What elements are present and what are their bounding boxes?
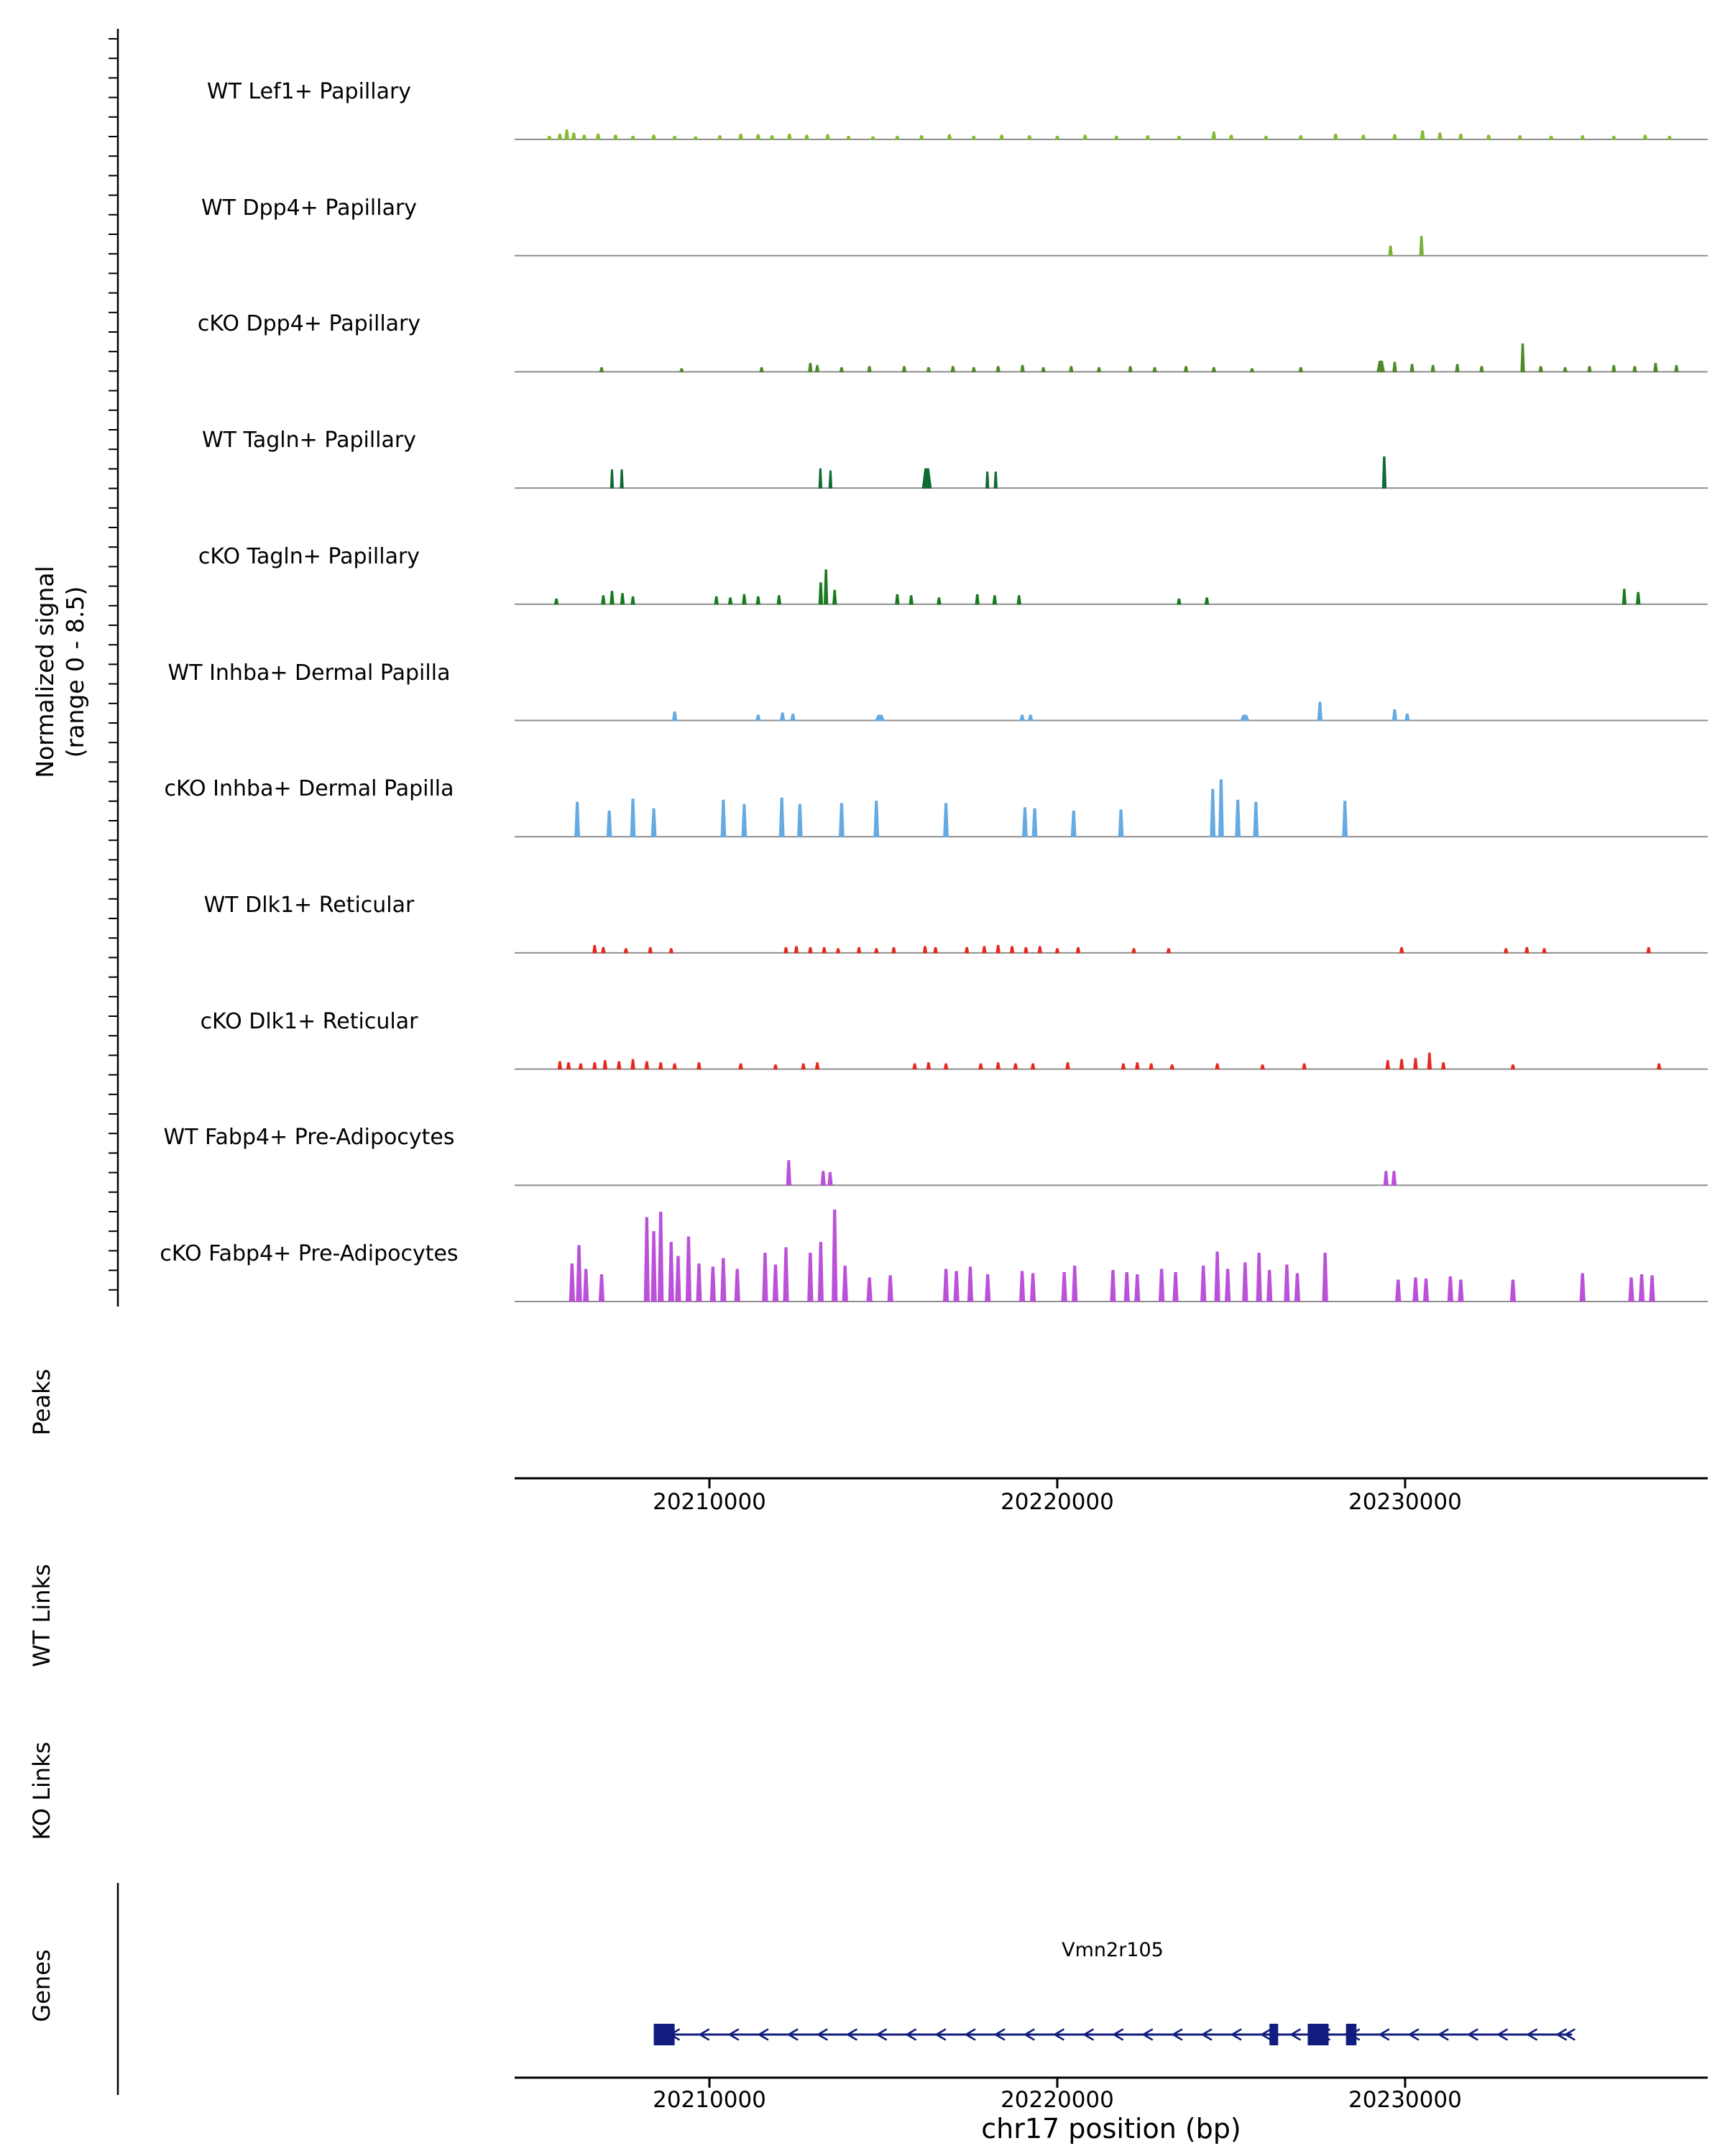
axis-tick-label: 20220000 <box>1000 2087 1114 2113</box>
coverage-peaks <box>553 569 1641 605</box>
axis-tick-label: 20220000 <box>1000 1489 1114 1515</box>
strand-arrow-icon <box>1466 2028 1478 2041</box>
section-label-genes: Genes <box>28 1949 55 2022</box>
coverage-peaks <box>672 701 1410 721</box>
y-axis-title-line1: Normalized signal <box>31 566 59 778</box>
y-axis-title-line2: (range 0 - 8.5) <box>61 586 89 758</box>
coverage-peaks <box>592 944 1651 954</box>
strand-arrow-icon <box>875 2028 887 2041</box>
strand-arrow-icon <box>905 2028 916 2041</box>
strand-arrow-icon <box>1496 2028 1508 2041</box>
track-label: cKO Tagln+ Papillary <box>198 543 420 569</box>
track-label: cKO Dpp4+ Papillary <box>197 311 421 337</box>
peaks-position-axis <box>515 1477 1708 1488</box>
strand-arrow-icon <box>698 2028 710 2041</box>
genes-position-axis <box>515 2076 1708 2088</box>
section-label-wt-links: WT Links <box>28 1564 55 1667</box>
coverage-track <box>515 1210 1708 1302</box>
coverage-peaks <box>547 129 1673 140</box>
axis-tick-label: 20230000 <box>1348 2087 1462 2113</box>
strand-arrow-icon <box>845 2028 857 2041</box>
coverage-track <box>515 779 1708 838</box>
gene-exon <box>653 2024 675 2045</box>
track-label: cKO Fabp4+ Pre-Adipocytes <box>160 1241 459 1266</box>
strand-arrow-icon <box>1082 2028 1094 2041</box>
strand-arrow-icon <box>1141 2028 1154 2041</box>
strand-arrow-icon <box>1289 2028 1301 2041</box>
coverage-track <box>515 456 1708 489</box>
coverage-peaks <box>569 1210 1655 1302</box>
strand-arrow-icon <box>1437 2028 1449 2041</box>
gene-exon <box>1307 2024 1329 2045</box>
strand-arrow-icon <box>1378 2028 1390 2041</box>
track-label: WT Dlk1+ Reticular <box>203 892 415 918</box>
axis-tick-label: 20230000 <box>1348 1489 1462 1515</box>
coverage-track <box>515 569 1708 605</box>
strand-arrow-icon <box>1052 2028 1064 2041</box>
strand-arrow-icon <box>1555 2028 1567 2041</box>
strand-arrow-icon <box>1023 2028 1035 2041</box>
strand-arrow-icon <box>727 2028 740 2041</box>
strand-arrow-icon <box>993 2028 1006 2041</box>
strand-arrow-icon <box>934 2028 947 2041</box>
axis-tick-label: 20210000 <box>653 1489 766 1515</box>
gene-exon <box>1346 2024 1357 2045</box>
coverage-track <box>515 1160 1708 1187</box>
x-axis-title: chr17 position (bp) <box>981 2113 1241 2145</box>
coverage-peaks <box>574 779 1348 837</box>
strand-arrow-icon <box>1171 2028 1183 2041</box>
strand-arrow-icon <box>1407 2028 1420 2041</box>
section-label-peaks: Peaks <box>28 1368 55 1436</box>
coverage-track <box>515 129 1708 140</box>
coverage-track <box>515 236 1708 257</box>
section-label-ko-links: KO Links <box>28 1741 55 1841</box>
track-label: WT Lef1+ Papillary <box>206 79 412 104</box>
strand-arrow-icon <box>757 2028 769 2041</box>
coverage-track <box>515 944 1708 954</box>
track-label: WT Inhba+ Dermal Papilla <box>167 660 451 686</box>
strand-arrow-icon <box>1230 2028 1242 2041</box>
track-label: cKO Inhba+ Dermal Papilla <box>164 776 454 802</box>
track-label: WT Fabp4+ Pre-Adipocytes <box>163 1125 455 1151</box>
track-label: WT Tagln+ Papillary <box>202 428 416 453</box>
strand-arrow-icon <box>1259 2028 1271 2041</box>
gene-exon <box>1269 2024 1279 2045</box>
coverage-track <box>515 1052 1708 1070</box>
track-label: WT Dpp4+ Papillary <box>201 195 418 221</box>
coverage-peaks <box>1388 236 1424 257</box>
coverage-peaks <box>610 456 1387 489</box>
strand-arrow-icon <box>1526 2028 1537 2041</box>
coverage-peaks <box>599 343 1679 372</box>
gene-model <box>653 2024 1576 2045</box>
left-signal-axis <box>109 29 119 1307</box>
strand-arrow-icon <box>1563 2028 1576 2041</box>
coverage-peaks <box>557 1052 1662 1070</box>
strand-arrow-icon <box>786 2028 799 2041</box>
gene-name-label: Vmn2r105 <box>1062 1939 1164 1961</box>
strand-arrow-icon <box>1112 2028 1123 2041</box>
y-axis-title: Normalized signal (range 0 - 8.5) <box>30 566 91 778</box>
track-label: cKO Dlk1+ Reticular <box>200 1008 418 1034</box>
axis-tick-label: 20210000 <box>653 2087 766 2113</box>
strand-arrow-icon <box>964 2028 976 2041</box>
strand-arrow-icon <box>816 2028 828 2041</box>
strand-arrow-icon <box>1200 2028 1213 2041</box>
coverage-track <box>515 701 1708 722</box>
coverage-peaks <box>786 1160 1397 1186</box>
coverage-track <box>515 343 1708 373</box>
